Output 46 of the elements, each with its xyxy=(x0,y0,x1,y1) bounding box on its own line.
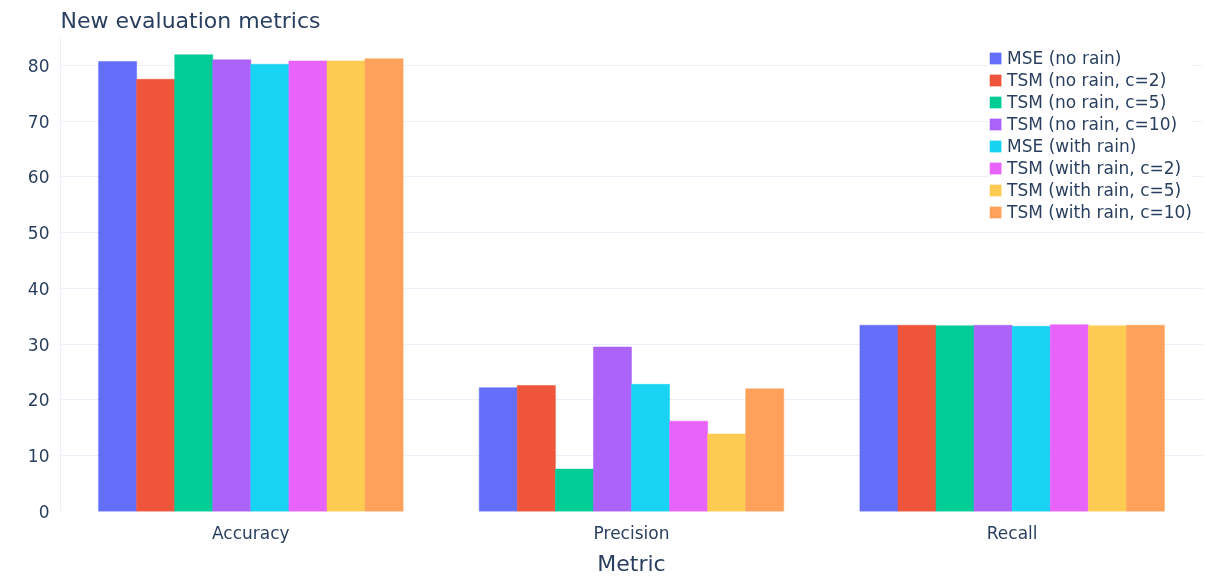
bar xyxy=(174,54,214,512)
bar xyxy=(288,60,328,512)
legend-label: MSE (no rain) xyxy=(1007,47,1122,69)
bar xyxy=(555,468,594,512)
y-tick-label: 50 xyxy=(27,223,50,244)
bar xyxy=(1049,324,1089,512)
bar xyxy=(136,79,175,512)
legend-label: TSM (with rain, c=2) xyxy=(1007,157,1182,179)
bar xyxy=(250,64,290,512)
y-tick-label: 0 xyxy=(38,502,50,522)
legend-label: TSM (with rain, c=10) xyxy=(1007,201,1192,223)
y-tick-label: 80 xyxy=(27,55,50,76)
bar xyxy=(707,433,746,512)
bar xyxy=(1126,325,1165,512)
bar xyxy=(364,58,404,512)
bar xyxy=(517,385,556,512)
y-tick-label: 10 xyxy=(27,446,50,467)
bar xyxy=(859,325,899,512)
legend-label: MSE (with rain) xyxy=(1007,135,1137,157)
x-tick-label: Recall xyxy=(986,522,1038,543)
y-tick-label: 30 xyxy=(27,334,50,355)
y-tick-label: 20 xyxy=(27,390,50,411)
bar xyxy=(973,325,1013,512)
bar xyxy=(478,387,518,512)
y-tick-label: 60 xyxy=(27,167,50,188)
bar xyxy=(669,420,708,512)
legend-label: TSM (with rain, c=5) xyxy=(1007,179,1182,201)
y-tick-label: 40 xyxy=(27,278,50,299)
x-tick-label: Precision xyxy=(593,522,670,543)
bar xyxy=(631,384,670,512)
bar xyxy=(212,59,252,512)
y-tick-label: 70 xyxy=(27,111,50,132)
bar xyxy=(935,325,975,512)
bar xyxy=(1011,326,1051,512)
bar xyxy=(1088,325,1127,512)
bar xyxy=(745,388,785,512)
x-axis-title: Metric xyxy=(597,550,666,576)
bar xyxy=(326,60,366,512)
bar xyxy=(98,61,137,512)
chart-title: New evaluation metrics xyxy=(60,7,321,33)
x-tick-label: Accuracy xyxy=(212,522,290,543)
bar xyxy=(593,346,632,512)
legend-label: TSM (no rain, c=10) xyxy=(1007,113,1178,135)
legend-label: TSM (no rain, c=2) xyxy=(1007,69,1167,91)
legend-label: TSM (no rain, c=5) xyxy=(1007,91,1167,113)
bar xyxy=(897,325,937,512)
